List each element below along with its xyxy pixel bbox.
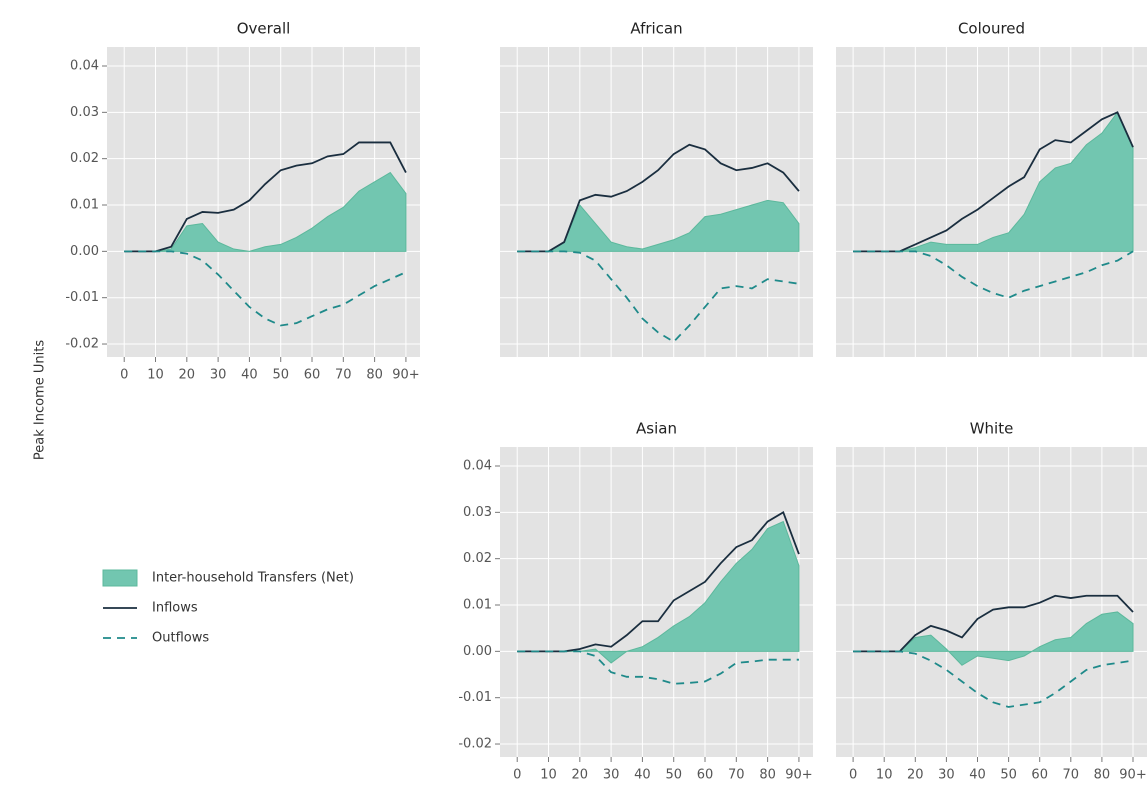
x-tick-label: 60 xyxy=(1031,768,1048,783)
x-tick-label: 70 xyxy=(335,368,352,383)
y-tick-label: 0.00 xyxy=(463,644,492,659)
y-tick-label: -0.02 xyxy=(458,737,492,752)
legend-label: Inter-household Transfers (Net) xyxy=(152,571,354,586)
x-tick-label: 20 xyxy=(572,768,589,783)
x-tick-label: 40 xyxy=(634,768,651,783)
legend-label: Inflows xyxy=(152,601,198,616)
y-tick-label: -0.01 xyxy=(458,690,492,705)
x-tick-label: 90+ xyxy=(785,768,812,783)
y-tick-label: 0.02 xyxy=(463,551,492,566)
x-tick-label: 60 xyxy=(304,368,321,383)
x-tick-label: 10 xyxy=(876,768,893,783)
x-tick-label: 30 xyxy=(938,768,955,783)
x-tick-label: 0 xyxy=(513,768,521,783)
area xyxy=(124,171,407,252)
y-tick-label: 0.02 xyxy=(70,151,99,166)
y-tick-label: 0.03 xyxy=(70,105,99,120)
x-tick-label: 10 xyxy=(540,768,557,783)
inflow-line xyxy=(517,143,800,253)
x-tick-label: 10 xyxy=(147,368,164,383)
y-tick-label: 0.00 xyxy=(70,244,99,259)
area xyxy=(853,111,1134,252)
outflow-line xyxy=(517,650,799,685)
x-tick-label: 40 xyxy=(969,768,986,783)
y-axis-label: Peak Income Units xyxy=(33,340,48,460)
panel-title: Coloured xyxy=(958,20,1025,38)
x-tick-label: 70 xyxy=(728,768,745,783)
outflow-line xyxy=(124,250,407,327)
y-tick-label: 0.01 xyxy=(463,598,492,613)
x-tick-label: 60 xyxy=(697,768,714,783)
y-tick-label: 0.01 xyxy=(70,198,99,213)
legend-label: Outflows xyxy=(152,631,209,646)
x-tick-label: 30 xyxy=(210,368,227,383)
x-tick-label: 80 xyxy=(366,368,383,383)
x-tick-label: 0 xyxy=(120,368,128,383)
x-tick-label: 0 xyxy=(849,768,857,783)
x-tick-label: 70 xyxy=(1063,768,1080,783)
panel-title: African xyxy=(630,20,682,38)
x-tick-label: 50 xyxy=(272,368,289,383)
y-tick-label: -0.01 xyxy=(65,290,99,305)
x-tick-label: 20 xyxy=(907,768,924,783)
legend-key xyxy=(102,569,138,587)
y-tick-label: 0.04 xyxy=(70,58,99,73)
outflow-line xyxy=(517,250,800,343)
y-tick-label: 0.03 xyxy=(463,505,492,520)
x-tick-label: 50 xyxy=(665,768,682,783)
x-tick-label: 50 xyxy=(1000,768,1017,783)
x-tick-label: 40 xyxy=(241,368,258,383)
panel-title: Asian xyxy=(636,420,677,438)
x-tick-label: 90+ xyxy=(1119,768,1146,783)
panel-title: Overall xyxy=(237,20,291,38)
x-tick-label: 80 xyxy=(759,768,776,783)
y-tick-label: -0.02 xyxy=(65,337,99,352)
x-tick-label: 20 xyxy=(179,368,196,383)
panel xyxy=(836,447,1147,757)
inflow-line xyxy=(124,141,407,253)
y-tick-label: 0.04 xyxy=(463,458,492,473)
outflow-line xyxy=(853,250,1134,299)
x-tick-label: 90+ xyxy=(392,368,419,383)
x-tick-label: 80 xyxy=(1094,768,1111,783)
panel-title: White xyxy=(970,420,1014,438)
outflow-line xyxy=(853,650,1134,708)
x-tick-label: 30 xyxy=(603,768,620,783)
